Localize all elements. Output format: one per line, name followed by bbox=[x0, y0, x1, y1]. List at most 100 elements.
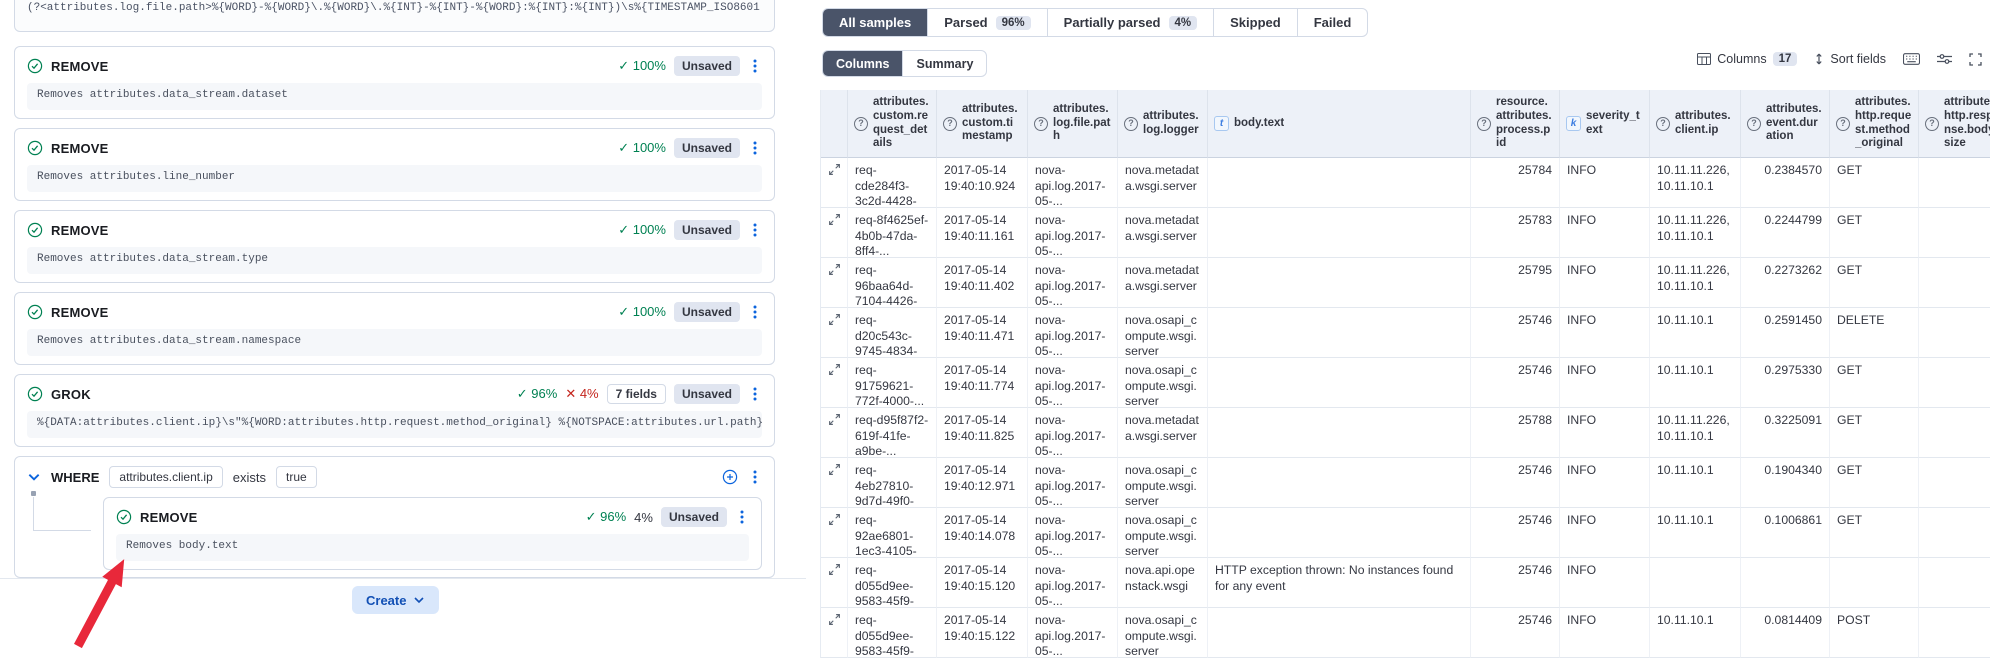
columns-control-label: Columns bbox=[1717, 52, 1767, 66]
cell-pid: 25746 bbox=[1471, 608, 1560, 658]
tab-partially-parsed[interactable]: Partially parsed 4% bbox=[1046, 9, 1213, 36]
add-processor-icon[interactable] bbox=[722, 469, 738, 485]
row-expand-button[interactable] bbox=[821, 558, 848, 608]
data-grid: ? attributes.custom.request_details? attri… bbox=[820, 90, 1990, 658]
column-header-duration[interactable]: ? attributes.event.duration bbox=[1741, 90, 1830, 158]
tab-parsed[interactable]: Parsed 96% bbox=[927, 9, 1046, 36]
column-header-response_body_size[interactable]: ? attributes.http.response.body.size bbox=[1919, 90, 1990, 158]
tab-skipped[interactable]: Skipped bbox=[1213, 9, 1297, 36]
processor-menu-icon[interactable] bbox=[748, 58, 762, 74]
cell-severity: INFO bbox=[1560, 208, 1650, 258]
chevron-down-icon[interactable] bbox=[27, 470, 41, 484]
success-rate: ✓ 96% bbox=[516, 386, 558, 401]
column-header-request_details[interactable]: ? attributes.custom.request_details bbox=[848, 90, 937, 158]
processor-type-label: REMOVE bbox=[51, 304, 109, 320]
processor-card-remove[interactable]: REMOVE ✓ 100% Unsaved Removes attributes.da… bbox=[14, 210, 775, 283]
cell-duration: 0.1006861 bbox=[1741, 508, 1830, 558]
column-header-label: attributes.log.file.path bbox=[1053, 103, 1111, 143]
cell-pid: 25783 bbox=[1471, 208, 1560, 258]
column-header-client_ip[interactable]: ? attributes.client.ip bbox=[1650, 90, 1741, 158]
row-expand-button[interactable] bbox=[821, 458, 848, 508]
row-expand-button[interactable] bbox=[821, 408, 848, 458]
row-expand-button[interactable] bbox=[821, 258, 848, 308]
cell-method: GET bbox=[1830, 158, 1919, 208]
processor-card-header: REMOVE ✓ 100% Unsaved bbox=[27, 301, 762, 323]
footer-divider bbox=[0, 578, 806, 579]
processor-card-remove[interactable]: REMOVE ✓ 100% Unsaved Removes attributes.da… bbox=[14, 292, 775, 365]
cell-client_ip: 10.11.10.1 bbox=[1650, 508, 1741, 558]
samples-tabs: All samples Parsed 96% Partially parsed 4% Sk… bbox=[822, 8, 1369, 37]
keyboard-shortcuts-button[interactable] bbox=[1903, 53, 1920, 65]
column-header-method[interactable]: ? attributes.http.request.method_original bbox=[1830, 90, 1919, 158]
toggle-summary[interactable]: Summary bbox=[902, 51, 986, 76]
row-expand-button[interactable] bbox=[821, 508, 848, 558]
column-header-severity[interactable]: k severity_text bbox=[1560, 90, 1650, 158]
processor-type-label: REMOVE bbox=[140, 509, 198, 525]
tab-all-samples[interactable]: All samples bbox=[823, 9, 928, 36]
column-header-timestamp[interactable]: ? attributes.custom.timestamp bbox=[937, 90, 1028, 158]
cell-file_path: nova-api.log.2017-05-... bbox=[1028, 308, 1118, 358]
tab-failed[interactable]: Failed bbox=[1296, 9, 1368, 36]
processor-card-remove[interactable]: REMOVE ✓ 96% 4% Unsaved Removes body.text bbox=[103, 497, 762, 570]
processor-menu-icon[interactable] bbox=[748, 386, 762, 402]
display-options-button[interactable] bbox=[1937, 53, 1952, 65]
cell-timestamp: 2017-05-14 19:40:12.971 bbox=[937, 458, 1028, 508]
grid-toolbar: Columns 17 Sort fields bbox=[1697, 52, 1982, 66]
where-field-badge[interactable]: attributes.client.ip bbox=[109, 466, 223, 488]
processor-card-remove[interactable]: REMOVE ✓ 100% Unsaved Removes attributes.li… bbox=[14, 128, 775, 201]
column-header-label: resource.attributes.process.pid bbox=[1496, 96, 1552, 150]
cell-request_details: req-d055d9ee-9583-45f9-b14a-... bbox=[848, 558, 937, 608]
column-header-body_text[interactable]: t body.text bbox=[1208, 90, 1471, 158]
cell-timestamp: 2017-05-14 19:40:11.161 bbox=[937, 208, 1028, 258]
cell-client_ip: 10.11.11.226,10.11.10.1 bbox=[1650, 158, 1741, 208]
field-type-badge-k: k bbox=[1566, 116, 1581, 131]
grok-pattern-card[interactable]: (?<attributes.log.file.path>%{WORD}-%{WO… bbox=[14, 0, 775, 32]
cell-client_ip: 10.11.11.226,10.11.10.1 bbox=[1650, 208, 1741, 258]
processor-menu-icon[interactable] bbox=[748, 140, 762, 156]
cell-duration: 0.2975330 bbox=[1741, 358, 1830, 408]
cell-response_body_size bbox=[1919, 408, 1990, 458]
where-value-badge[interactable]: true bbox=[276, 466, 317, 488]
cell-body_text: HTTP exception thrown: No instances foun… bbox=[1208, 558, 1471, 608]
processor-card-grok[interactable]: GROK ✓ 96% ✕ 4% 7 fields Unsaved %{DATA:attri… bbox=[14, 374, 775, 447]
where-menu-icon[interactable] bbox=[748, 469, 762, 485]
cell-method bbox=[1830, 558, 1919, 608]
cell-timestamp: 2017-05-14 19:40:11.825 bbox=[937, 408, 1028, 458]
columns-control[interactable]: Columns 17 bbox=[1697, 52, 1798, 66]
processor-menu-icon[interactable] bbox=[748, 304, 762, 320]
processor-menu-icon[interactable] bbox=[735, 509, 749, 525]
column-header-logger[interactable]: ? attributes.log.logger bbox=[1118, 90, 1208, 158]
row-expand-button[interactable] bbox=[821, 158, 848, 208]
question-circle-icon: ? bbox=[1477, 116, 1491, 131]
cell-method: DELETE bbox=[1830, 308, 1919, 358]
cell-severity: INFO bbox=[1560, 608, 1650, 658]
cell-method: GET bbox=[1830, 208, 1919, 258]
fields-badge[interactable]: 7 fields bbox=[606, 384, 666, 404]
cell-severity: INFO bbox=[1560, 558, 1650, 608]
column-header-pid[interactable]: ? resource.attributes.process.pid bbox=[1471, 90, 1560, 158]
processor-card-remove[interactable]: REMOVE ✓ 100% Unsaved Removes attributes.da… bbox=[14, 46, 775, 119]
cell-logger: nova.osapi_compute.wsgi.server bbox=[1118, 308, 1208, 358]
sort-updown-icon bbox=[1816, 53, 1823, 65]
column-header-file_path[interactable]: ? attributes.log.file.path bbox=[1028, 90, 1118, 158]
fullscreen-button[interactable] bbox=[1969, 52, 1982, 66]
sort-fields-control[interactable]: Sort fields bbox=[1814, 52, 1886, 66]
row-expand-button[interactable] bbox=[821, 358, 848, 408]
create-button[interactable]: Create bbox=[352, 586, 440, 614]
cell-pid: 25795 bbox=[1471, 258, 1560, 308]
success-rate: ✓ 96% bbox=[585, 509, 627, 524]
processor-menu-icon[interactable] bbox=[748, 222, 762, 238]
row-expand-button[interactable] bbox=[821, 208, 848, 258]
question-circle-icon: ? bbox=[1747, 116, 1761, 131]
cell-logger: nova.osapi_compute.wsgi.server bbox=[1118, 358, 1208, 408]
where-block[interactable]: WHERE attributes.client.ip exists true R… bbox=[14, 456, 775, 578]
processor-list: REMOVE ✓ 100% Unsaved Removes attributes.da… bbox=[14, 46, 775, 447]
processor-type-label: GROK bbox=[51, 386, 91, 402]
where-header: WHERE attributes.client.ip exists true bbox=[27, 465, 762, 489]
processor-card-header: REMOVE ✓ 100% Unsaved bbox=[27, 219, 762, 241]
cell-timestamp: 2017-05-14 19:40:15.120 bbox=[937, 558, 1028, 608]
toggle-columns[interactable]: Columns bbox=[823, 51, 903, 76]
where-child-processors: REMOVE ✓ 96% 4% Unsaved Removes body.text bbox=[103, 497, 762, 570]
expand-icon bbox=[828, 563, 841, 576]
row-expand-button[interactable] bbox=[821, 308, 848, 358]
